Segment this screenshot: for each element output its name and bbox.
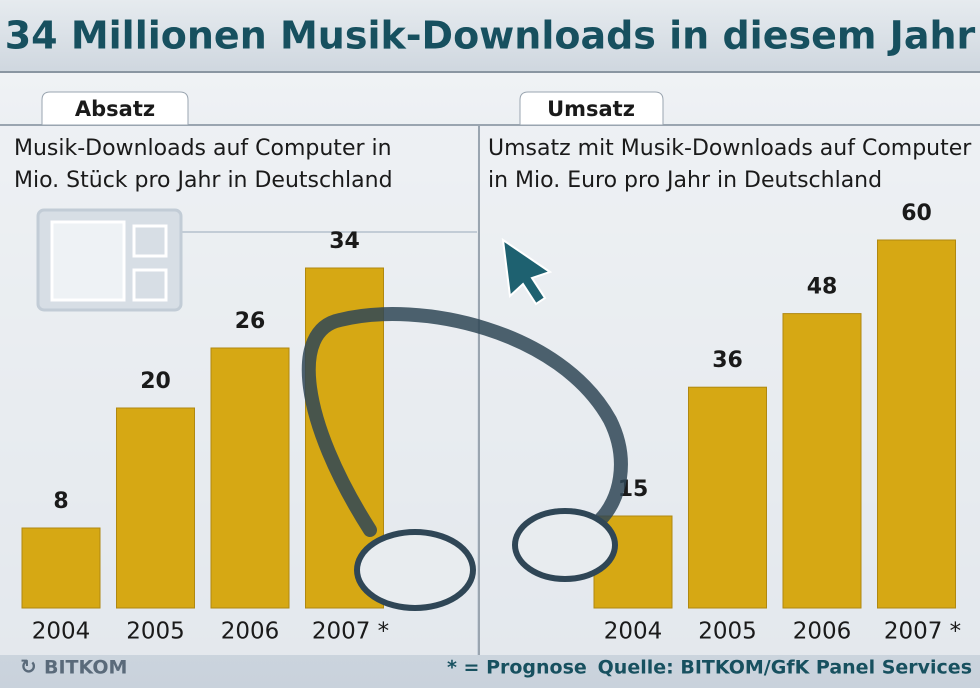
header-band: [0, 0, 980, 72]
logo-mark: ↻: [20, 655, 37, 679]
footnote: * = Prognose: [447, 657, 587, 679]
tab-right: [519, 91, 664, 126]
chart-title: Mio. Stück pro Jahr in Deutschland: [14, 168, 393, 193]
x-tick-label: 2007 *: [312, 619, 389, 645]
x-tick-label: 2004: [604, 619, 663, 645]
bar: [116, 407, 195, 609]
logo: BITKOM: [44, 657, 127, 679]
value-label: 8: [53, 489, 68, 514]
value-label: 36: [712, 348, 743, 373]
chart-title: Umsatz mit Musik-Downloads auf Computer: [488, 136, 972, 161]
bar: [877, 239, 956, 609]
bar: [688, 386, 767, 609]
x-tick-label: 2005: [698, 619, 757, 645]
floppy-icon: [36, 208, 477, 312]
bar: [210, 347, 290, 609]
bar: [782, 313, 862, 609]
headphones: [301, 307, 628, 537]
tab-label: Absatz: [75, 97, 155, 121]
value-label: 20: [140, 369, 171, 394]
value-label: 48: [807, 275, 838, 300]
value-label: 60: [901, 201, 932, 226]
source: Quelle: BITKOM/GfK Panel Services: [598, 657, 972, 679]
earpiece-left: [354, 529, 476, 611]
x-tick-label: 2006: [221, 619, 280, 645]
x-tick-label: 2004: [32, 619, 91, 645]
x-tick-label: 2005: [126, 619, 185, 645]
tab-left: [41, 91, 189, 126]
earpiece-right: [512, 508, 618, 582]
main-title: 34 Millionen Musik-Downloads in diesem J…: [5, 14, 976, 58]
value-label: 26: [235, 309, 266, 334]
chart-title: in Mio. Euro pro Jahr in Deutschland: [488, 168, 882, 193]
cursor-icon: [501, 237, 553, 306]
x-tick-label: 2006: [793, 619, 852, 645]
tab-label: Umsatz: [547, 97, 635, 121]
value-label: 34: [329, 229, 360, 254]
bar: [21, 527, 101, 609]
x-tick-label: 2007 *: [884, 619, 961, 645]
chart-title: Musik-Downloads auf Computer in: [14, 136, 392, 161]
